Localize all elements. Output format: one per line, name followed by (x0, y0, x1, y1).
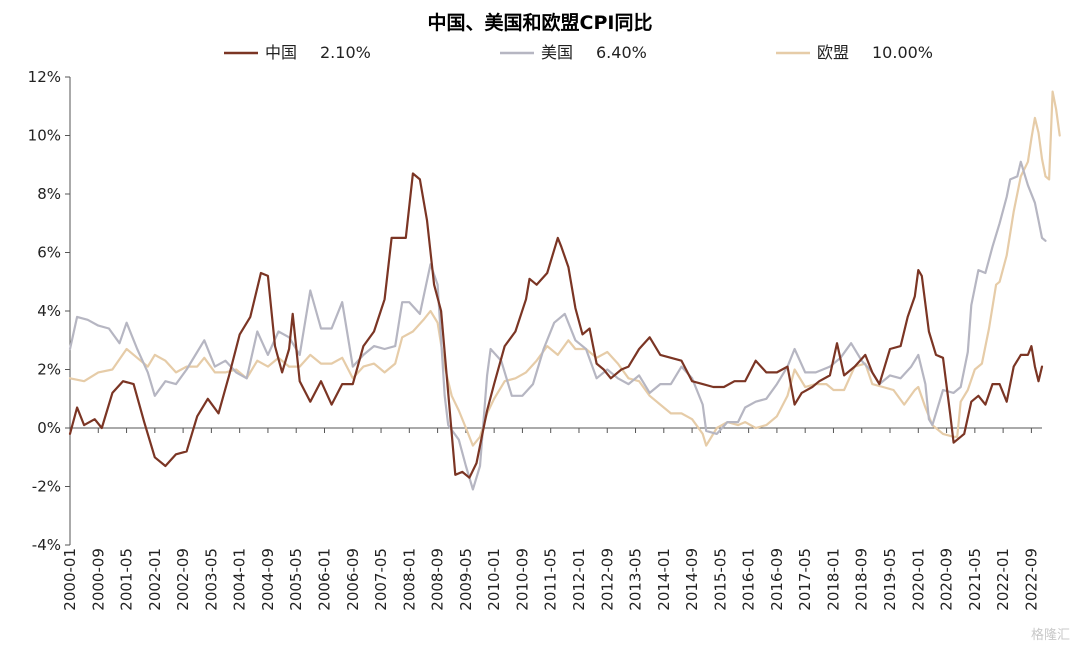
x-tick-label: 2017-05 (796, 548, 814, 611)
x-tick-label: 2002-09 (174, 548, 192, 611)
x-tick-label: 2004-01 (231, 548, 249, 611)
x-tick-label: 2007-05 (372, 548, 390, 611)
legend-label: 欧盟 (817, 43, 849, 62)
x-tick-label: 2018-09 (853, 548, 871, 611)
x-tick-label: 2015-05 (711, 548, 729, 611)
x-tick-label: 2001-05 (118, 548, 136, 611)
x-tick-label: 2003-05 (202, 548, 220, 611)
y-tick-label: -2% (32, 478, 61, 496)
x-tick-label: 2022-09 (1022, 548, 1040, 611)
x-tick-label: 2018-01 (824, 548, 842, 611)
y-tick-label: 8% (37, 185, 61, 203)
y-tick-label: -4% (32, 536, 61, 554)
x-tick-label: 2000-01 (61, 548, 79, 611)
chart-title: 中国、美国和欧盟CPI同比 (427, 12, 653, 34)
x-tick-label: 2006-01 (315, 548, 333, 611)
x-tick-label: 2008-01 (400, 548, 418, 611)
legend: 中国 2.10% 美国 6.40% 欧盟 10.00% (224, 43, 933, 62)
y-tick-label: 0% (37, 419, 61, 437)
x-tick-label: 2004-09 (259, 548, 277, 611)
x-tick-label: 2016-01 (740, 548, 758, 611)
x-tick-label: 2011-05 (542, 548, 560, 611)
series-line-3 (68, 90, 1061, 447)
x-tick-label: 2010-01 (485, 548, 503, 611)
x-tick-label: 2010-09 (513, 548, 531, 611)
x-tick-label: 2013-05 (627, 548, 645, 611)
x-tick-label: 2020-09 (938, 548, 956, 611)
x-tick-label: 2022-01 (994, 548, 1012, 611)
x-tick-label: 2019-05 (881, 548, 899, 611)
x-tick-label: 2014-09 (683, 548, 701, 611)
x-tick-label: 2000-09 (89, 548, 107, 611)
legend-value: 10.00% (872, 43, 933, 62)
watermark: 格隆汇 (1030, 628, 1070, 643)
chart-axes: -4% -2% 0% 2% 4% 6% 8% 10% 12% 2000-01 2000-09 2001… (28, 68, 1042, 611)
y-tick-label: 12% (28, 68, 61, 86)
chart-series-lines (68, 90, 1061, 491)
series-line-1 (68, 172, 1044, 479)
x-tick-label: 2012-09 (598, 548, 616, 611)
x-tick-label: 2021-05 (966, 548, 984, 611)
x-tick-label: 2008-09 (429, 548, 447, 611)
x-tick-label: 2020-01 (909, 548, 927, 611)
y-tick-label: 10% (28, 127, 61, 145)
legend-label: 美国 (541, 43, 573, 62)
legend-value: 6.40% (596, 43, 647, 62)
x-tick-label: 2014-01 (655, 548, 673, 611)
y-tick-label: 4% (37, 302, 61, 320)
x-tick-label: 2016-09 (768, 548, 786, 611)
x-tick-label: 2005-05 (287, 548, 305, 611)
y-tick-label: 2% (37, 361, 61, 379)
x-tick-label: 2006-09 (344, 548, 362, 611)
legend-value: 2.10% (320, 43, 371, 62)
y-tick-label: 6% (37, 244, 61, 262)
x-tick-label: 2002-01 (146, 548, 164, 611)
legend-label: 中国 (265, 43, 297, 62)
x-tick-label: 2012-01 (570, 548, 588, 611)
x-tick-label: 2009-05 (457, 548, 475, 611)
series-line-2 (68, 160, 1047, 491)
